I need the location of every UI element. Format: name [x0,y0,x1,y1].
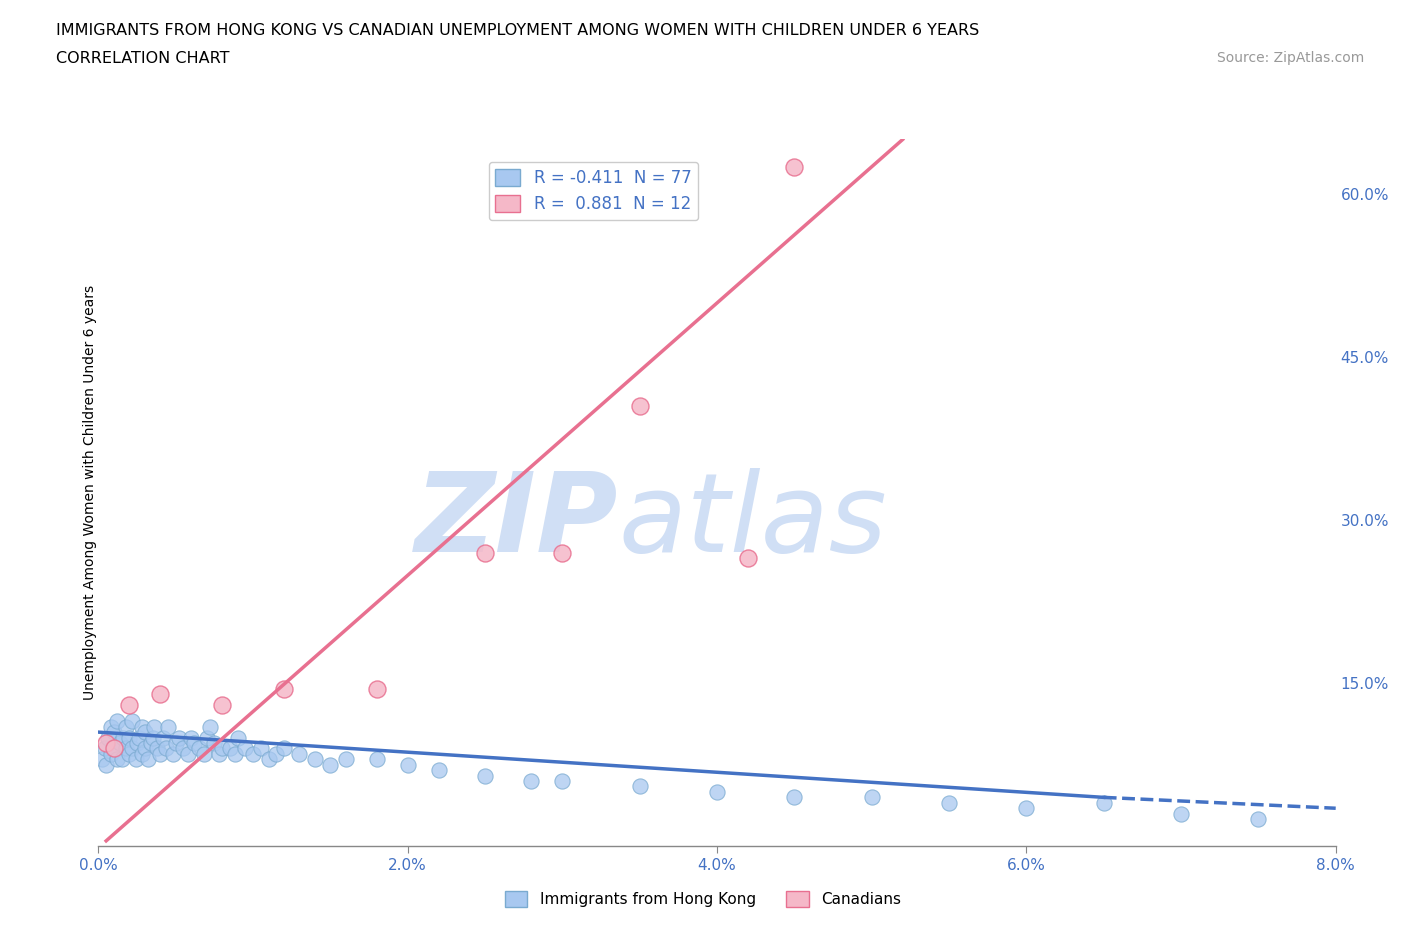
Point [96,736,118,751]
Point [938,795,960,810]
Point [121,741,143,756]
Point [204,736,226,751]
Point [1015,801,1038,816]
Point [118,730,141,745]
Point [198,719,221,734]
Point [208,747,231,762]
Point [427,763,450,777]
Point [628,779,651,794]
Point [335,751,357,766]
Y-axis label: Unemployment Among Women with Children Under 6 years: Unemployment Among Women with Children U… [83,286,97,700]
Point [152,730,174,745]
Point [177,747,200,762]
Point [264,747,288,762]
Point [211,741,233,756]
Point [551,774,574,789]
Point [115,741,138,756]
Point [273,741,295,756]
Point [157,719,180,734]
Point [111,751,134,766]
Point [115,719,138,734]
Point [105,751,128,766]
Point [103,724,125,739]
Point [474,545,496,560]
Point [396,757,419,772]
Point [366,681,388,696]
Point [783,790,806,804]
Point [173,741,195,756]
Point [226,730,249,745]
Point [235,741,257,756]
Legend: R = -0.411  N = 77, R =  0.881  N = 12: R = -0.411 N = 77, R = 0.881 N = 12 [489,162,697,220]
Point [1170,806,1192,821]
Point [100,719,122,734]
Point [180,730,202,745]
Text: CORRELATION CHART: CORRELATION CHART [56,51,229,66]
Point [105,714,128,729]
Point [188,741,211,756]
Point [319,757,342,772]
Point [118,698,141,712]
Point [1092,795,1115,810]
Text: Source: ZipAtlas.com: Source: ZipAtlas.com [1216,51,1364,65]
Point [128,730,150,745]
Point [551,545,574,560]
Point [103,741,125,756]
Point [127,736,149,751]
Point [737,551,759,565]
Point [90,751,112,766]
Point [474,768,496,783]
Point [121,714,143,729]
Point [783,159,806,174]
Point [118,747,141,762]
Point [219,741,242,756]
Point [103,741,125,756]
Text: ZIP: ZIP [415,468,619,575]
Point [139,736,162,751]
Point [288,747,311,762]
Point [167,730,190,745]
Point [97,730,120,745]
Point [860,790,883,804]
Point [149,686,172,701]
Text: atlas: atlas [619,468,887,575]
Legend: Immigrants from Hong Kong, Canadians: Immigrants from Hong Kong, Canadians [498,884,908,913]
Text: IMMIGRANTS FROM HONG KONG VS CANADIAN UNEMPLOYMENT AMONG WOMEN WITH CHILDREN UND: IMMIGRANTS FROM HONG KONG VS CANADIAN UN… [56,23,980,38]
Point [149,747,172,762]
Point [134,741,156,756]
Point [706,785,728,800]
Point [134,724,156,739]
Point [193,747,215,762]
Point [155,741,177,756]
Point [96,757,118,772]
Point [183,736,205,751]
Point [124,751,146,766]
Point [108,736,131,751]
Point [520,774,543,789]
Point [136,751,159,766]
Point [257,751,280,766]
Point [224,747,246,762]
Point [250,741,273,756]
Point [1247,812,1270,827]
Point [162,747,184,762]
Point [242,747,264,762]
Point [141,730,165,745]
Point [273,681,295,696]
Point [143,719,166,734]
Point [131,747,153,762]
Point [628,398,651,413]
Point [211,698,233,712]
Point [100,747,122,762]
Point [195,730,218,745]
Point [146,741,169,756]
Point [366,751,388,766]
Point [131,719,153,734]
Point [93,741,115,756]
Point [112,730,135,745]
Point [304,751,326,766]
Point [165,736,187,751]
